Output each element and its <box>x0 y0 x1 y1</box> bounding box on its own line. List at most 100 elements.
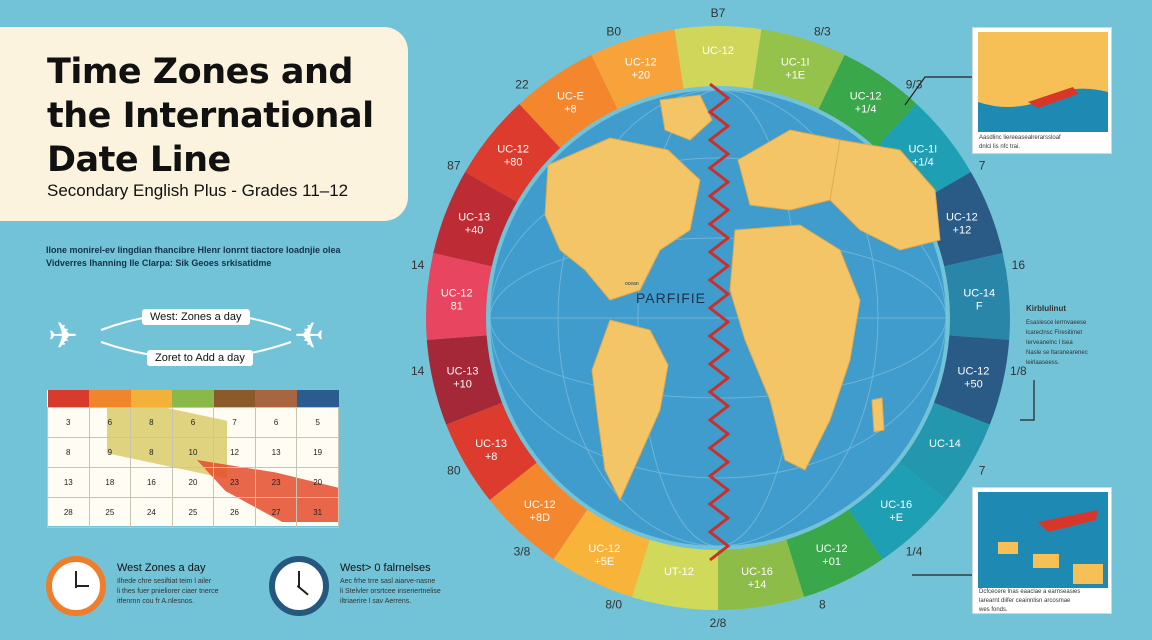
timezone-segment <box>918 172 1003 267</box>
south-america <box>591 319 669 502</box>
timezone-offset: F <box>976 300 983 312</box>
title-line-3: Date Line <box>47 140 231 180</box>
timezone-offset: +1/4 <box>912 157 934 169</box>
timezone-segment <box>433 172 518 267</box>
timezone-label: UT-12 <box>664 566 694 578</box>
side-note-line: leirlaaseess. <box>1026 360 1060 366</box>
outer-zone-number: B0 <box>606 24 621 38</box>
outer-zone-number: 14 <box>411 258 425 272</box>
timezone-segment <box>426 335 503 425</box>
calendar-row: 3 6 8 6 7 6 5 <box>47 407 339 438</box>
timezone-label: UC-12 <box>816 543 848 555</box>
calendar-cell: 25 <box>171 497 215 528</box>
airplane-west-icon: ✈ <box>48 315 79 356</box>
calendar-header-cell <box>130 390 173 408</box>
clock-east-note: Aec frhe trre sasl aiarve-nasne li Stelv… <box>340 577 470 607</box>
calendar-cell: 8 <box>47 437 90 468</box>
timezone-segment <box>674 26 762 89</box>
timezone-offset: +8 <box>564 104 577 116</box>
calendar-cell: 20 <box>171 467 215 498</box>
outer-zone-number: B7 <box>711 6 726 20</box>
clock-east-note-line: iltriaerire l sav Aerrens. <box>340 598 412 605</box>
inset-top-note-line: dnlcl lis nfc trai. <box>979 144 1021 150</box>
calendar-cell: 18 <box>88 467 132 498</box>
outer-zone-number: 1/8 <box>1010 364 1027 378</box>
calendar-header-cell <box>296 390 339 408</box>
timezone-segment <box>899 402 990 501</box>
outer-zone-number: 8/0 <box>605 598 622 612</box>
calendar-cell: 23 <box>254 467 298 498</box>
clock-west-icon <box>46 556 106 616</box>
timezone-offset: +80 <box>504 157 523 169</box>
calendar-cell: 26 <box>213 497 256 528</box>
timezone-offset: +1/4 <box>855 104 877 116</box>
clock-east-title: West> 0 falrnelses <box>340 562 431 574</box>
timezone-offset: +01 <box>822 556 841 568</box>
calendar-cell: 8 <box>130 437 173 468</box>
side-note-title: Kirblulinut <box>1026 304 1066 313</box>
timezone-segment <box>875 103 971 202</box>
timezone-segment <box>848 462 947 560</box>
outer-zone-number: 22 <box>515 77 529 91</box>
timezone-ring: UC-12UC-1I+1EUC-12+1/4UC-1I+1/4UC-12+12U… <box>425 26 1010 610</box>
timezone-segment <box>933 335 1010 425</box>
outer-zone-number: 1/4 <box>906 545 923 559</box>
africa <box>729 224 861 471</box>
timezone-offset: +5E <box>594 556 614 568</box>
travel-route: ✈ ✈ West: Zones a day Zoret to Add a day <box>46 300 346 370</box>
calendar-row: 13 18 16 20 23 23 20 <box>47 467 339 498</box>
outer-zone-number: 8 <box>819 598 826 612</box>
inset-map-top: Aasdlinc liereeasealrerarssloaf dnlcl li… <box>972 27 1112 154</box>
timezone-segment <box>489 462 588 560</box>
title-line-1: Time Zones and <box>47 52 353 92</box>
outer-zone-number: 14 <box>411 364 425 378</box>
outer-zone-number: 80 <box>447 464 461 478</box>
calendar-cell: 16 <box>130 467 173 498</box>
west-route-label: West: Zones a day <box>142 309 250 325</box>
north-america <box>544 137 701 301</box>
inset-top-note-line: Aasdlinc liereeasealrerarssloaf <box>979 135 1061 141</box>
title-card <box>0 27 408 221</box>
calendar-header-cell <box>255 390 297 408</box>
side-note-line: Esaslesce lerrnvaeese <box>1026 320 1087 326</box>
calendar-cell: 9 <box>88 437 132 468</box>
outer-zone-number: 7 <box>979 159 986 173</box>
timezone-label: UC-12 <box>946 211 978 223</box>
outer-zone-number: 2/8 <box>710 616 727 630</box>
calendar-cell: 13 <box>47 467 90 498</box>
calendar-cell: 27 <box>254 497 298 528</box>
timezone-segment <box>718 539 805 610</box>
side-note-line: Ierveanelnc l lsea <box>1026 340 1073 346</box>
timezone-offset: +14 <box>748 579 767 591</box>
timezone-offset: +20 <box>631 70 650 82</box>
timezone-offset: +1E <box>785 70 805 82</box>
timezone-offset: +50 <box>964 378 983 390</box>
timezone-label: UC-E <box>557 91 584 103</box>
side-note-line: lcareclnsc Firesitimet <box>1026 330 1083 336</box>
timezone-label: UC-12 <box>850 91 882 103</box>
timezone-offset: 81 <box>451 300 463 312</box>
timezone-label: UC-13 <box>475 438 507 450</box>
greenland <box>659 94 713 141</box>
timezone-segment <box>425 253 492 340</box>
timezone-label: UC-16 <box>880 499 912 511</box>
outer-zone-number: 7 <box>979 464 986 478</box>
timezone-segment <box>818 54 917 148</box>
clock-west-note-line: Ilhede chre sesiftiat teim l ailer <box>117 578 212 585</box>
international-date-line <box>707 82 731 562</box>
timezone-segment <box>752 29 845 109</box>
outer-zone-number: 16 <box>1012 258 1026 272</box>
timezone-offset: +8D <box>530 512 551 524</box>
clock-west-note-line: li thes fuer pnieliorer ciaer tnerce <box>117 588 219 595</box>
timezone-label: UC-13 <box>447 365 479 377</box>
timezone-segment <box>591 29 684 109</box>
timezone-segment <box>786 509 883 598</box>
inset-top-note: Aasdlinc liereeasealrerarssloaf dnlcl li… <box>979 134 1107 152</box>
page-subtitle: Secondary English Plus - Grades 11–12 <box>47 181 349 200</box>
timezone-label: UC-1I <box>908 144 937 156</box>
calendar-cell: 3 <box>47 407 90 438</box>
continents <box>544 94 941 502</box>
calendar-cell: 6 <box>254 407 298 438</box>
calendar-header-cell <box>172 390 214 408</box>
